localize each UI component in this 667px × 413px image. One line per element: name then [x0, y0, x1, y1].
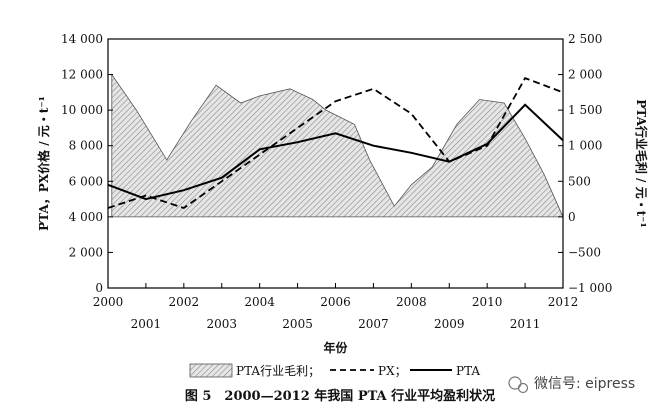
wechat-icon [508, 376, 522, 390]
legend-swatch-area [189, 363, 233, 378]
y-right-tick-label: 2 500 [568, 32, 602, 46]
wechat-icon-small [517, 382, 529, 394]
x-tick-label: 2011 [510, 317, 541, 331]
figure-caption: 图 5 2000—2012 年我国 PTA 行业平均盈利状况 [185, 388, 495, 404]
series-line-px [107, 76, 564, 209]
y-right-tick-label: 1 500 [568, 103, 602, 117]
price-lines-layer [107, 76, 564, 209]
y-left-tick-label: 14 000 [61, 32, 103, 46]
x-tick-label: 2006 [320, 295, 351, 309]
y-left-tick-label: 6 000 [69, 174, 103, 188]
margin-area-layer [111, 73, 564, 218]
y-left-axis-label: PTA，PX价格 / 元・t⁻¹ [36, 96, 51, 231]
y-left-tick-label: 2 000 [69, 245, 103, 259]
watermark-text: 微信号: eipress [534, 376, 635, 392]
x-tick-label: 2000 [93, 295, 124, 309]
x-tick-label: 2008 [396, 295, 427, 309]
legend: PTA行业毛利； PX； PTA [189, 363, 480, 378]
x-tick-label: 2002 [169, 295, 200, 309]
legend-label-margin: PTA行业毛利； [236, 364, 320, 378]
series-area-margin [111, 73, 564, 218]
x-axis-label: 年份 [323, 340, 348, 355]
y-left-tick-label: 12 000 [61, 68, 103, 82]
y-left-tick-label: 0 [95, 281, 103, 295]
x-tick-label: 2012 [548, 295, 579, 309]
y-right-tick-label: 1 000 [568, 139, 602, 153]
x-tick-label: 2003 [206, 317, 237, 331]
y-right-axis-label: PTA行业毛利 / 元・t⁻¹ [634, 99, 649, 227]
x-tick-label: 2007 [358, 317, 389, 331]
x-tick-label: 2001 [131, 317, 162, 331]
legend-label-px: PX； [378, 364, 407, 378]
legend-label-pta: PTA [456, 364, 480, 378]
y-left-tick-label: 10 000 [61, 103, 103, 117]
y-right-tick-label: 0 [568, 210, 576, 224]
x-tick-label: 2010 [472, 295, 503, 309]
y-right-tick-label: −500 [568, 245, 601, 259]
y-left-tick-label: 4 000 [69, 210, 103, 224]
x-tick-label: 2005 [282, 317, 313, 331]
series-line-pta [107, 103, 564, 201]
y-left-tick-label: 8 000 [69, 139, 103, 153]
x-tick-label: 2004 [244, 295, 275, 309]
y-right-tick-label: −1 000 [568, 281, 612, 295]
x-tick-label: 2009 [434, 317, 465, 331]
y-right-tick-label: 500 [568, 174, 591, 188]
watermark: 微信号: eipress [508, 376, 635, 394]
y-right-tick-label: 2 000 [568, 68, 602, 82]
axis-ticks-layer: 0 2 000 4 000 6 000 8 000 10 000 12 000 14 000 −… [61, 32, 612, 331]
